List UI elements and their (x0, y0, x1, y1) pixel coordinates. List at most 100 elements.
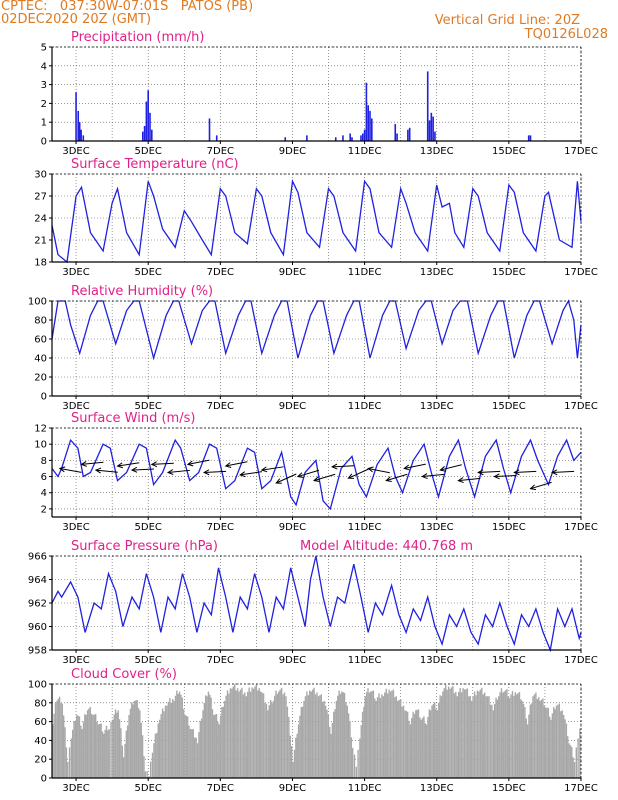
header-datetime: 02DEC2020 20Z (GMT) (1, 12, 152, 27)
x-tick-label: 7DEC (207, 655, 234, 666)
cloud-bar (456, 696, 458, 778)
panel-5: 0 20 40 60 80 100 3DEC 5DEC 7DEC 9DEC 11DEC 13DEC 15… (28, 667, 598, 794)
cloud-bar (419, 717, 421, 778)
wind-arrow-head (403, 464, 410, 471)
wind-arrow (167, 469, 190, 473)
y-tick-label: 958 (28, 646, 47, 657)
wind-arrow (95, 469, 118, 473)
cloud-bar (547, 707, 550, 778)
cloud-bar (258, 688, 260, 778)
wind-arrow-head (58, 466, 66, 473)
cloud-bar (530, 703, 533, 778)
cloud-bar (105, 725, 108, 778)
cloud-bar (135, 700, 137, 778)
cloud-bar (469, 695, 471, 778)
precip-bar (82, 135, 85, 141)
cloud-bar (379, 698, 382, 778)
wind-arrow (478, 470, 501, 473)
x-tick-label: 5DEC (135, 783, 162, 794)
cloud-bar (538, 697, 540, 778)
cloud-bar (269, 699, 272, 778)
cloud-bar (180, 694, 182, 778)
wind-arrow-head (94, 467, 102, 474)
cloud-bar (211, 709, 214, 778)
precip-bar (349, 133, 351, 141)
precip-bar (430, 112, 433, 141)
cloud-bar (428, 709, 431, 778)
cloud-bar (285, 696, 287, 778)
y-tick-label: 24 (34, 214, 47, 225)
cloud-bar (558, 703, 561, 778)
cloud-bar (553, 707, 555, 778)
cloud-bar (520, 699, 522, 778)
wind-arrow (81, 461, 104, 465)
cloud-bar (413, 713, 416, 778)
cloud-bar (76, 715, 78, 778)
cloud-bar (153, 743, 155, 778)
cloud-bar (203, 702, 206, 778)
precip-bar (215, 135, 218, 141)
cloud-bar (159, 719, 161, 778)
wind-arrow-head (347, 473, 354, 479)
cloud-bar (339, 693, 342, 778)
precip-bar (394, 124, 397, 141)
y-tick-label: 18 (34, 258, 47, 269)
cloud-bar (122, 757, 125, 778)
wind-arrow (131, 468, 154, 471)
cloud-bar (375, 700, 377, 778)
series-line (51, 299, 582, 361)
precip-bar (428, 120, 431, 141)
precip-bar (529, 135, 532, 141)
precip-bar (407, 129, 409, 141)
cloud-bar (262, 693, 265, 778)
precip-bar (527, 135, 530, 141)
wind-arrow (386, 473, 408, 482)
cloud-bar (306, 691, 308, 778)
header-code: TQ0126L028 (524, 27, 608, 42)
cloud-bar (568, 743, 570, 778)
cloud-bar (506, 689, 508, 778)
cloud-bar (149, 761, 152, 778)
cloud-bar (499, 692, 501, 778)
cloud-bar (209, 694, 211, 778)
cloud-bar (309, 690, 311, 778)
cloud-bar (431, 705, 433, 778)
cloud-bar (275, 690, 277, 778)
cloud-bar (364, 696, 366, 778)
wind-arrow-head (116, 462, 124, 469)
cloud-bar (244, 692, 246, 778)
y-tick-label: 2 (41, 504, 47, 515)
cloud-bar (446, 689, 448, 778)
cloud-bar (404, 710, 406, 778)
y-tick-label: 100 (28, 297, 47, 308)
cloud-bar (151, 752, 154, 778)
cloud-bar (395, 696, 398, 778)
cloud-bar (161, 708, 164, 778)
cloud-bar (289, 735, 291, 778)
cloud-bar (489, 704, 492, 778)
cloud-bar (81, 729, 83, 778)
cloud-bar (110, 721, 112, 778)
precip-bar (284, 137, 287, 141)
cloud-bar (345, 702, 347, 778)
cloud-bar (242, 694, 245, 778)
cloud-bar (351, 747, 354, 778)
cloud-bar (127, 725, 129, 778)
cloud-bar (313, 687, 315, 778)
y-tick-label: 40 (34, 736, 47, 747)
cloud-bar (60, 703, 62, 778)
cloud-bar (271, 703, 273, 778)
wind-arrow (494, 474, 517, 478)
cloud-bar (146, 770, 148, 778)
wind-arrow-head (260, 466, 268, 473)
cloud-bar (169, 698, 171, 778)
wind-arrow (368, 467, 390, 474)
cloud-bar (90, 713, 93, 778)
cloud-bar (116, 712, 118, 778)
cloud-bar (163, 711, 165, 778)
wind-arrow-head (493, 473, 500, 480)
cloud-bar (207, 691, 210, 778)
cloud-bar (475, 695, 477, 778)
cloud-bar (392, 689, 395, 778)
